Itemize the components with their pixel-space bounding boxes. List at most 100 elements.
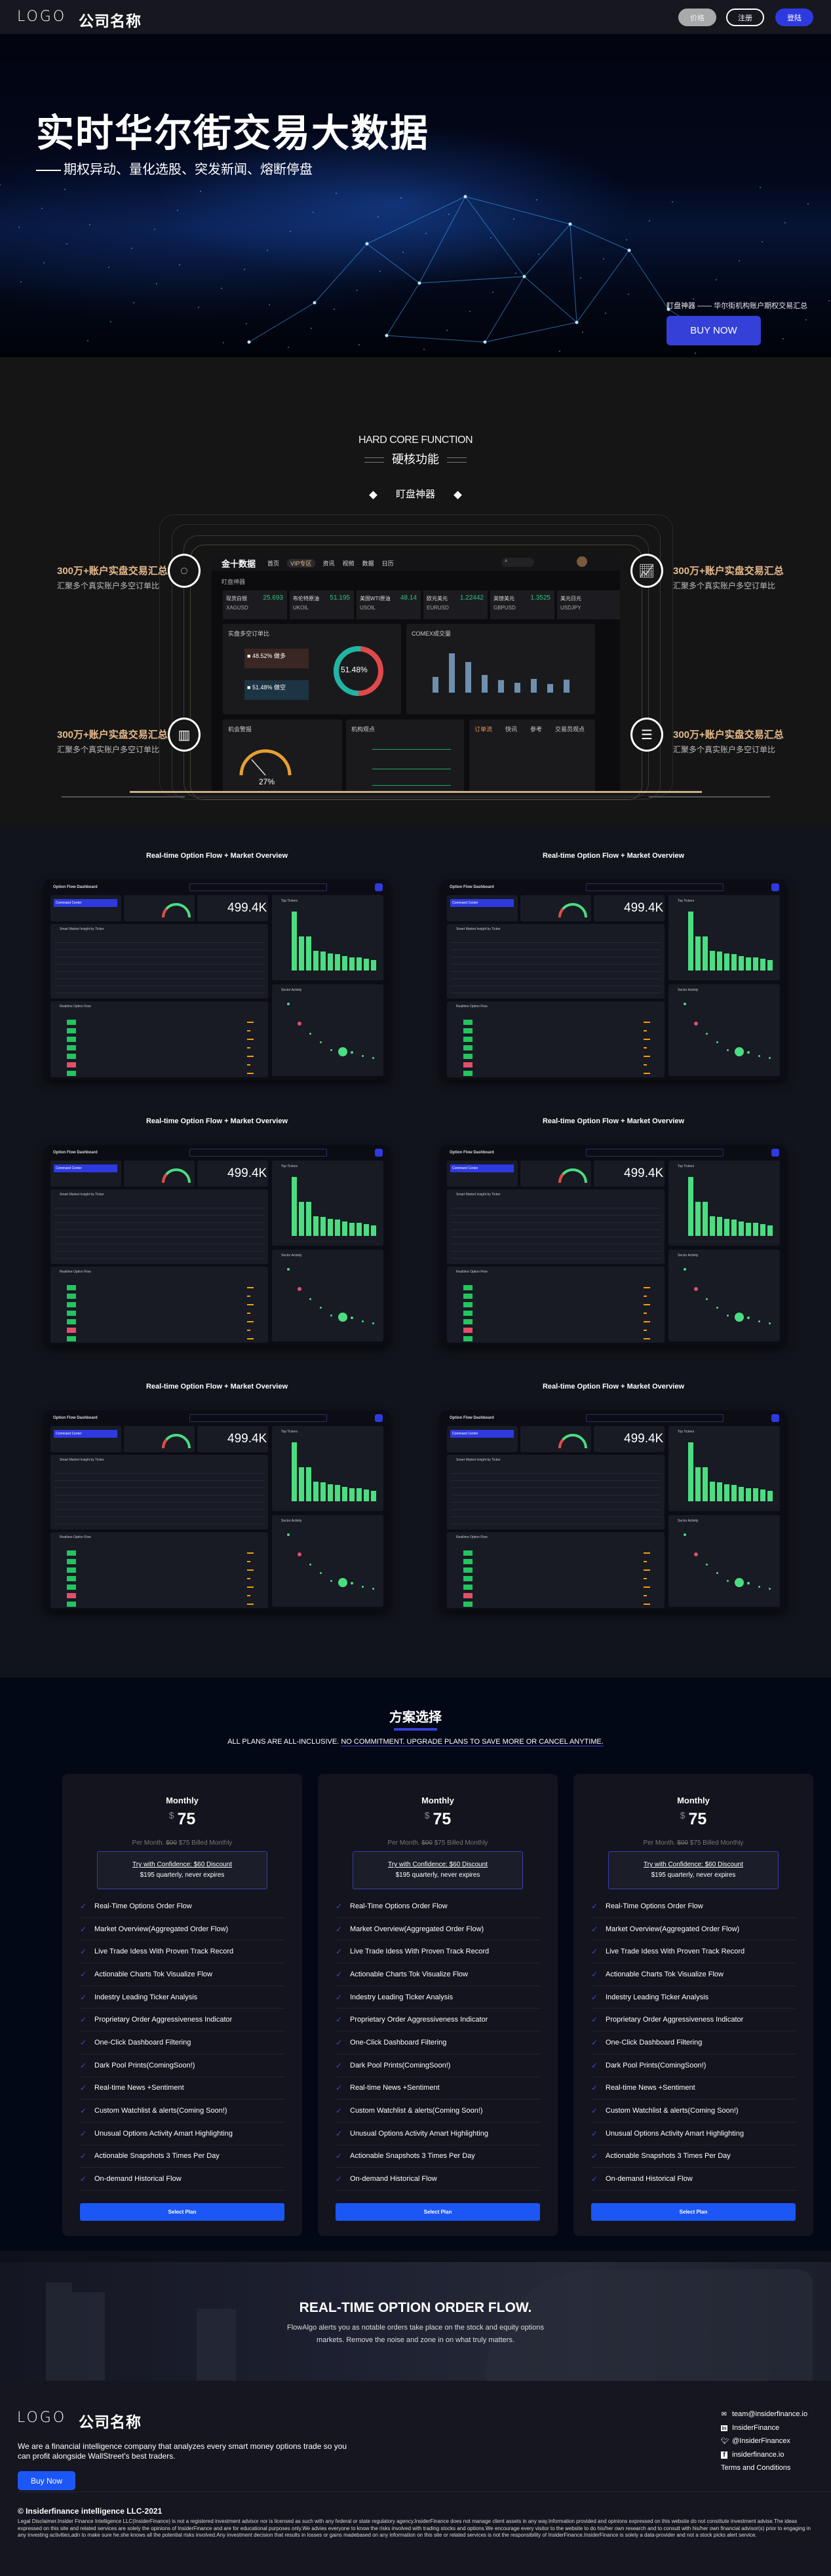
ticker-card[interactable]: 欧元美元 EURUSD 1.22442	[423, 590, 488, 619]
table-row[interactable]	[451, 1509, 661, 1510]
logo[interactable]: LOGO	[17, 9, 67, 25]
ticker-badge[interactable]	[67, 1037, 76, 1042]
discount-offer[interactable]: Try with Confidence: $60 Discount $195 qu…	[97, 1851, 267, 1889]
ticker-badge[interactable]	[67, 1062, 76, 1067]
ticker-badge[interactable]	[463, 1071, 473, 1076]
ticker-badge[interactable]	[67, 1585, 76, 1590]
ticker-badge[interactable]	[463, 1585, 473, 1590]
mock-nav-item[interactable]: 日历	[381, 560, 394, 567]
discount-offer[interactable]: Try with Confidence: $60 Discount $195 qu…	[608, 1851, 779, 1889]
orderflow-tab[interactable]: 参考	[530, 726, 543, 733]
price-button[interactable]: 价格	[678, 9, 716, 26]
mock-nav-item[interactable]: 资讯	[322, 560, 335, 567]
ticker-badge[interactable]	[463, 1062, 473, 1067]
mock-nav-item[interactable]: 视频	[342, 560, 355, 567]
ticker-badge[interactable]	[67, 1302, 76, 1307]
table-row[interactable]	[54, 1473, 264, 1474]
table-row[interactable]	[54, 1229, 264, 1230]
ticker-badge[interactable]	[463, 1593, 473, 1598]
dashboard-search-button[interactable]	[375, 883, 383, 891]
table-row[interactable]	[451, 1480, 661, 1481]
command-center-button[interactable]: Command Center	[450, 1430, 514, 1438]
ticker-badge[interactable]	[463, 1559, 473, 1564]
table-row[interactable]	[54, 1222, 264, 1223]
table-row[interactable]	[54, 942, 264, 943]
ticker-badge[interactable]	[67, 1054, 76, 1059]
ticker-badge[interactable]	[67, 1319, 76, 1324]
search-icon[interactable]: ⌕	[501, 558, 534, 567]
table-row[interactable]	[54, 1502, 264, 1503]
dashboard-search-button[interactable]	[771, 1149, 779, 1157]
ticker-badge[interactable]	[463, 1037, 473, 1042]
table-row[interactable]	[451, 942, 661, 943]
ticker-badge[interactable]	[67, 1336, 76, 1341]
terms-link[interactable]: Terms and Conditions	[721, 2464, 791, 2472]
ticker-badge[interactable]	[463, 1319, 473, 1324]
ticker-badge[interactable]	[463, 1328, 473, 1333]
facebook-link[interactable]: f insiderfinance.io	[721, 2451, 784, 2459]
dashboard-search-button[interactable]	[771, 883, 779, 891]
offer-link[interactable]: Try with Confidence: $60 Discount	[644, 1861, 743, 1868]
table-row[interactable]	[54, 1258, 264, 1259]
orderflow-tab[interactable]: 交易员观点	[555, 726, 585, 733]
twitter-link[interactable]: 🐦︎ @InsiderFinancex	[721, 2437, 790, 2445]
ticker-badge[interactable]	[463, 1294, 473, 1299]
ticker-badge[interactable]	[463, 1302, 473, 1307]
table-row[interactable]	[54, 1251, 264, 1252]
ticker-card[interactable]: 美国WTI原油 USOIL 48.14	[357, 590, 421, 619]
command-center-button[interactable]: Command Center	[54, 1430, 117, 1438]
avatar[interactable]	[577, 556, 587, 567]
table-row[interactable]	[54, 1516, 264, 1517]
ticker-badge[interactable]	[67, 1028, 76, 1033]
mock-nav-item[interactable]: 首页	[267, 560, 280, 567]
ticker-card[interactable]: 英镑美元 GBPUSD 1.3525	[490, 590, 554, 619]
ticker-badge[interactable]	[463, 1045, 473, 1050]
ticker-badge[interactable]	[463, 1020, 473, 1025]
table-row[interactable]	[451, 1258, 661, 1259]
table-row[interactable]	[54, 1509, 264, 1510]
offer-link[interactable]: Try with Confidence: $60 Discount	[388, 1861, 488, 1868]
table-row[interactable]	[451, 1215, 661, 1216]
table-row[interactable]	[451, 1222, 661, 1223]
dashboard-search-button[interactable]	[375, 1414, 383, 1422]
command-center-button[interactable]: Command Center	[54, 899, 117, 907]
email-link[interactable]: ✉ team@insiderfinance.io	[721, 2410, 807, 2418]
linkedin-link[interactable]: in InsiderFinance	[721, 2424, 779, 2432]
footer-buy-button[interactable]: Buy Now	[18, 2471, 75, 2490]
ticker-badge[interactable]	[67, 1311, 76, 1316]
table-row[interactable]	[451, 1229, 661, 1230]
table-row[interactable]	[451, 964, 661, 965]
table-row[interactable]	[451, 1516, 661, 1517]
command-center-button[interactable]: Command Center	[450, 1164, 514, 1172]
ticker-badge[interactable]	[463, 1028, 473, 1033]
table-row[interactable]	[451, 1251, 661, 1252]
ticker-badge[interactable]	[67, 1559, 76, 1564]
table-row[interactable]	[54, 964, 264, 965]
ticker-badge[interactable]	[67, 1045, 76, 1050]
ticker-badge[interactable]	[463, 1285, 473, 1290]
table-row[interactable]	[451, 1473, 661, 1474]
ticker-badge[interactable]	[463, 1311, 473, 1316]
ticker-badge[interactable]	[67, 1550, 76, 1556]
mock-nav-item[interactable]: 数据	[362, 560, 374, 567]
dashboard-search-button[interactable]	[771, 1414, 779, 1422]
ticker-badge[interactable]	[67, 1593, 76, 1598]
ticker-badge[interactable]	[463, 1567, 473, 1573]
ticker-badge[interactable]	[67, 1071, 76, 1076]
command-center-button[interactable]: Command Center	[450, 899, 514, 907]
table-row[interactable]	[54, 971, 264, 972]
ticker-badge[interactable]	[463, 1054, 473, 1059]
table-row[interactable]	[451, 971, 661, 972]
select-plan-button[interactable]: Select Plan	[591, 2203, 796, 2221]
table-row[interactable]	[54, 1480, 264, 1481]
ticker-badge[interactable]	[463, 1576, 473, 1581]
ticker-card[interactable]: 美元日元 USDJPY	[557, 590, 620, 619]
discount-offer[interactable]: Try with Confidence: $60 Discount $195 qu…	[353, 1851, 523, 1889]
ticker-badge[interactable]	[67, 1285, 76, 1290]
ticker-badge[interactable]	[67, 1576, 76, 1581]
table-row[interactable]	[451, 1502, 661, 1503]
buy-now-button[interactable]: BUY NOW	[667, 316, 761, 345]
mock-nav-item[interactable]: VIP专区	[287, 559, 315, 567]
ticker-badge[interactable]	[463, 1336, 473, 1341]
ticker-badge[interactable]	[67, 1567, 76, 1573]
